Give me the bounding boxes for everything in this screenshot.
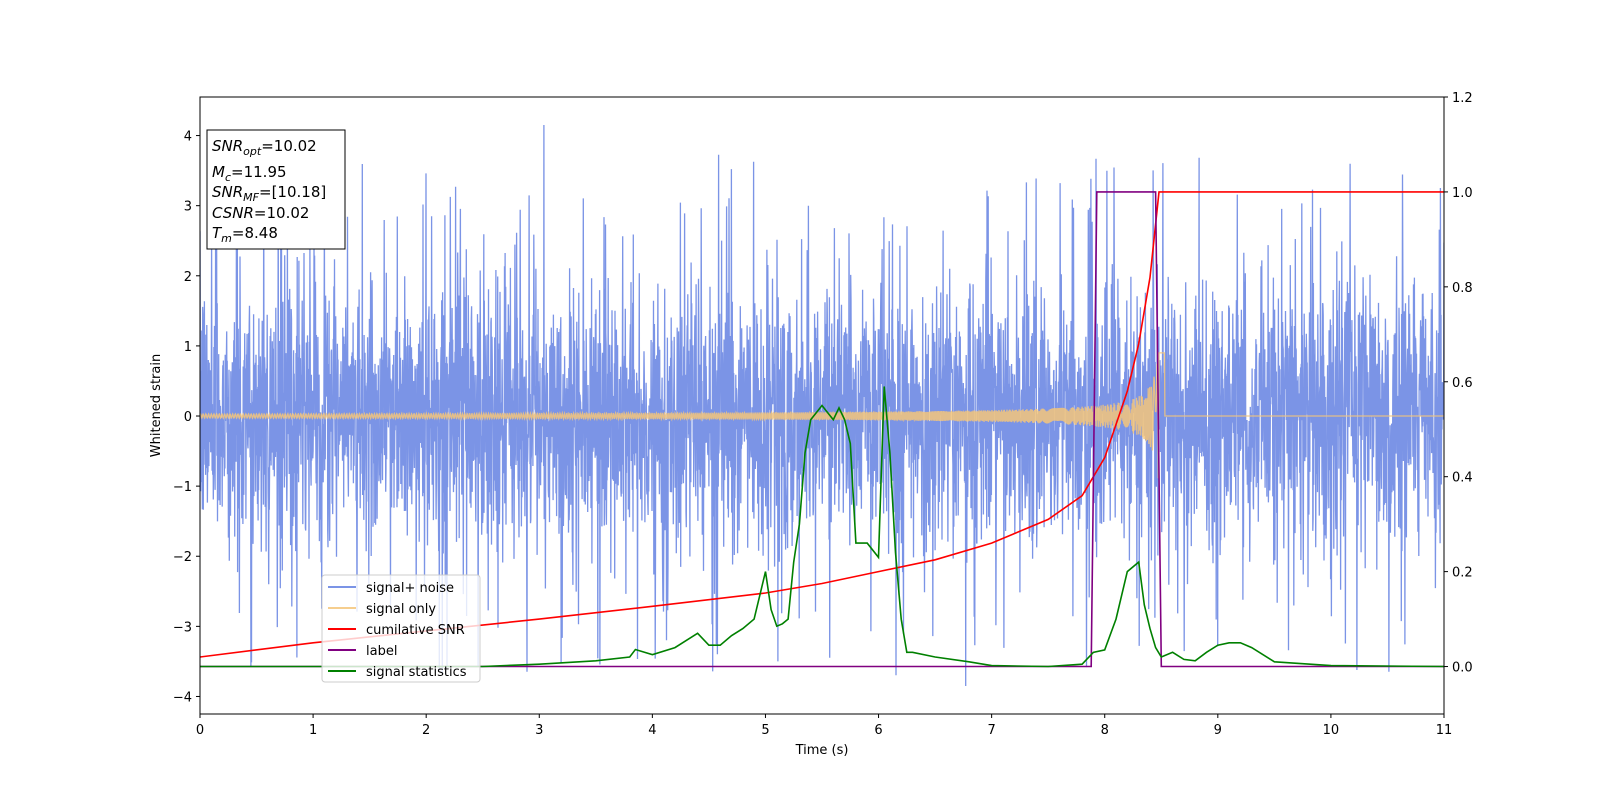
x-tick-label: 3 <box>535 723 543 738</box>
x-tick-label: 0 <box>196 723 204 738</box>
x-axis-label: Time (s) <box>795 743 849 758</box>
x-tick-label: 8 <box>1101 723 1109 738</box>
legend-label: signal statistics <box>366 665 467 680</box>
x-tick-label: 6 <box>874 723 882 738</box>
y-tick-label: −3 <box>173 620 192 635</box>
csnr-text: CSNR=10.02 <box>212 204 309 222</box>
plot-frame <box>199 96 1445 715</box>
y2-tick-label: 0.2 <box>1452 566 1473 581</box>
y-tick-label: −2 <box>173 550 192 565</box>
series-signal-statistics <box>200 386 1444 668</box>
legend: signal+ noise signal only cumilative SNR la… <box>321 574 481 683</box>
mc-text: Mc=11.95 <box>212 163 287 184</box>
y2-tick-label: 0.6 <box>1452 376 1473 391</box>
y-tick-label: −1 <box>173 480 192 495</box>
x-tick-label: 5 <box>761 723 769 738</box>
x-tick-label: 2 <box>422 723 430 738</box>
y-tick-label: 1 <box>184 340 192 355</box>
series-cumilative-snr <box>200 191 1444 658</box>
y2-tick-label: 1.0 <box>1452 186 1473 201</box>
x-tick-label: 1 <box>309 723 317 738</box>
y2-tick-label: 0.8 <box>1452 281 1473 296</box>
series-label <box>200 191 1444 668</box>
y2-tick-label: 0.4 <box>1452 471 1473 486</box>
legend-label: cumilative SNR <box>366 623 465 638</box>
x-tick-label: 4 <box>648 723 656 738</box>
y2-tick-label: 0.0 <box>1452 661 1473 676</box>
legend-label: signal only <box>366 602 436 617</box>
stats-annotation: SNRopt=10.02 Mc=11.95 SNRMF=[10.18] CSNR… <box>206 129 346 250</box>
series-signal-only <box>200 352 1444 479</box>
snr-mf-text: SNRMF=[10.18] <box>212 183 326 204</box>
x-tick-label: 11 <box>1436 723 1453 738</box>
legend-label: signal+ noise <box>366 581 454 596</box>
y-tick-label: 3 <box>184 200 192 215</box>
tm-text: Tm=8.48 <box>212 224 278 245</box>
x-tick-label: 10 <box>1323 723 1340 738</box>
y2-tick-label: 1.2 <box>1452 91 1473 106</box>
x-tick-label: 9 <box>1214 723 1222 738</box>
x-tick-label: 7 <box>987 723 995 738</box>
snr-opt-text: SNRopt=10.02 <box>212 137 317 158</box>
legend-label: label <box>366 644 397 659</box>
y-tick-label: −4 <box>173 690 192 705</box>
y-tick-label: 0 <box>184 410 192 425</box>
series-signal-noise <box>200 124 1444 687</box>
y-axis-label: Whitened strain <box>149 354 164 457</box>
y-tick-label: 4 <box>184 130 192 145</box>
y-tick-label: 2 <box>184 270 192 285</box>
